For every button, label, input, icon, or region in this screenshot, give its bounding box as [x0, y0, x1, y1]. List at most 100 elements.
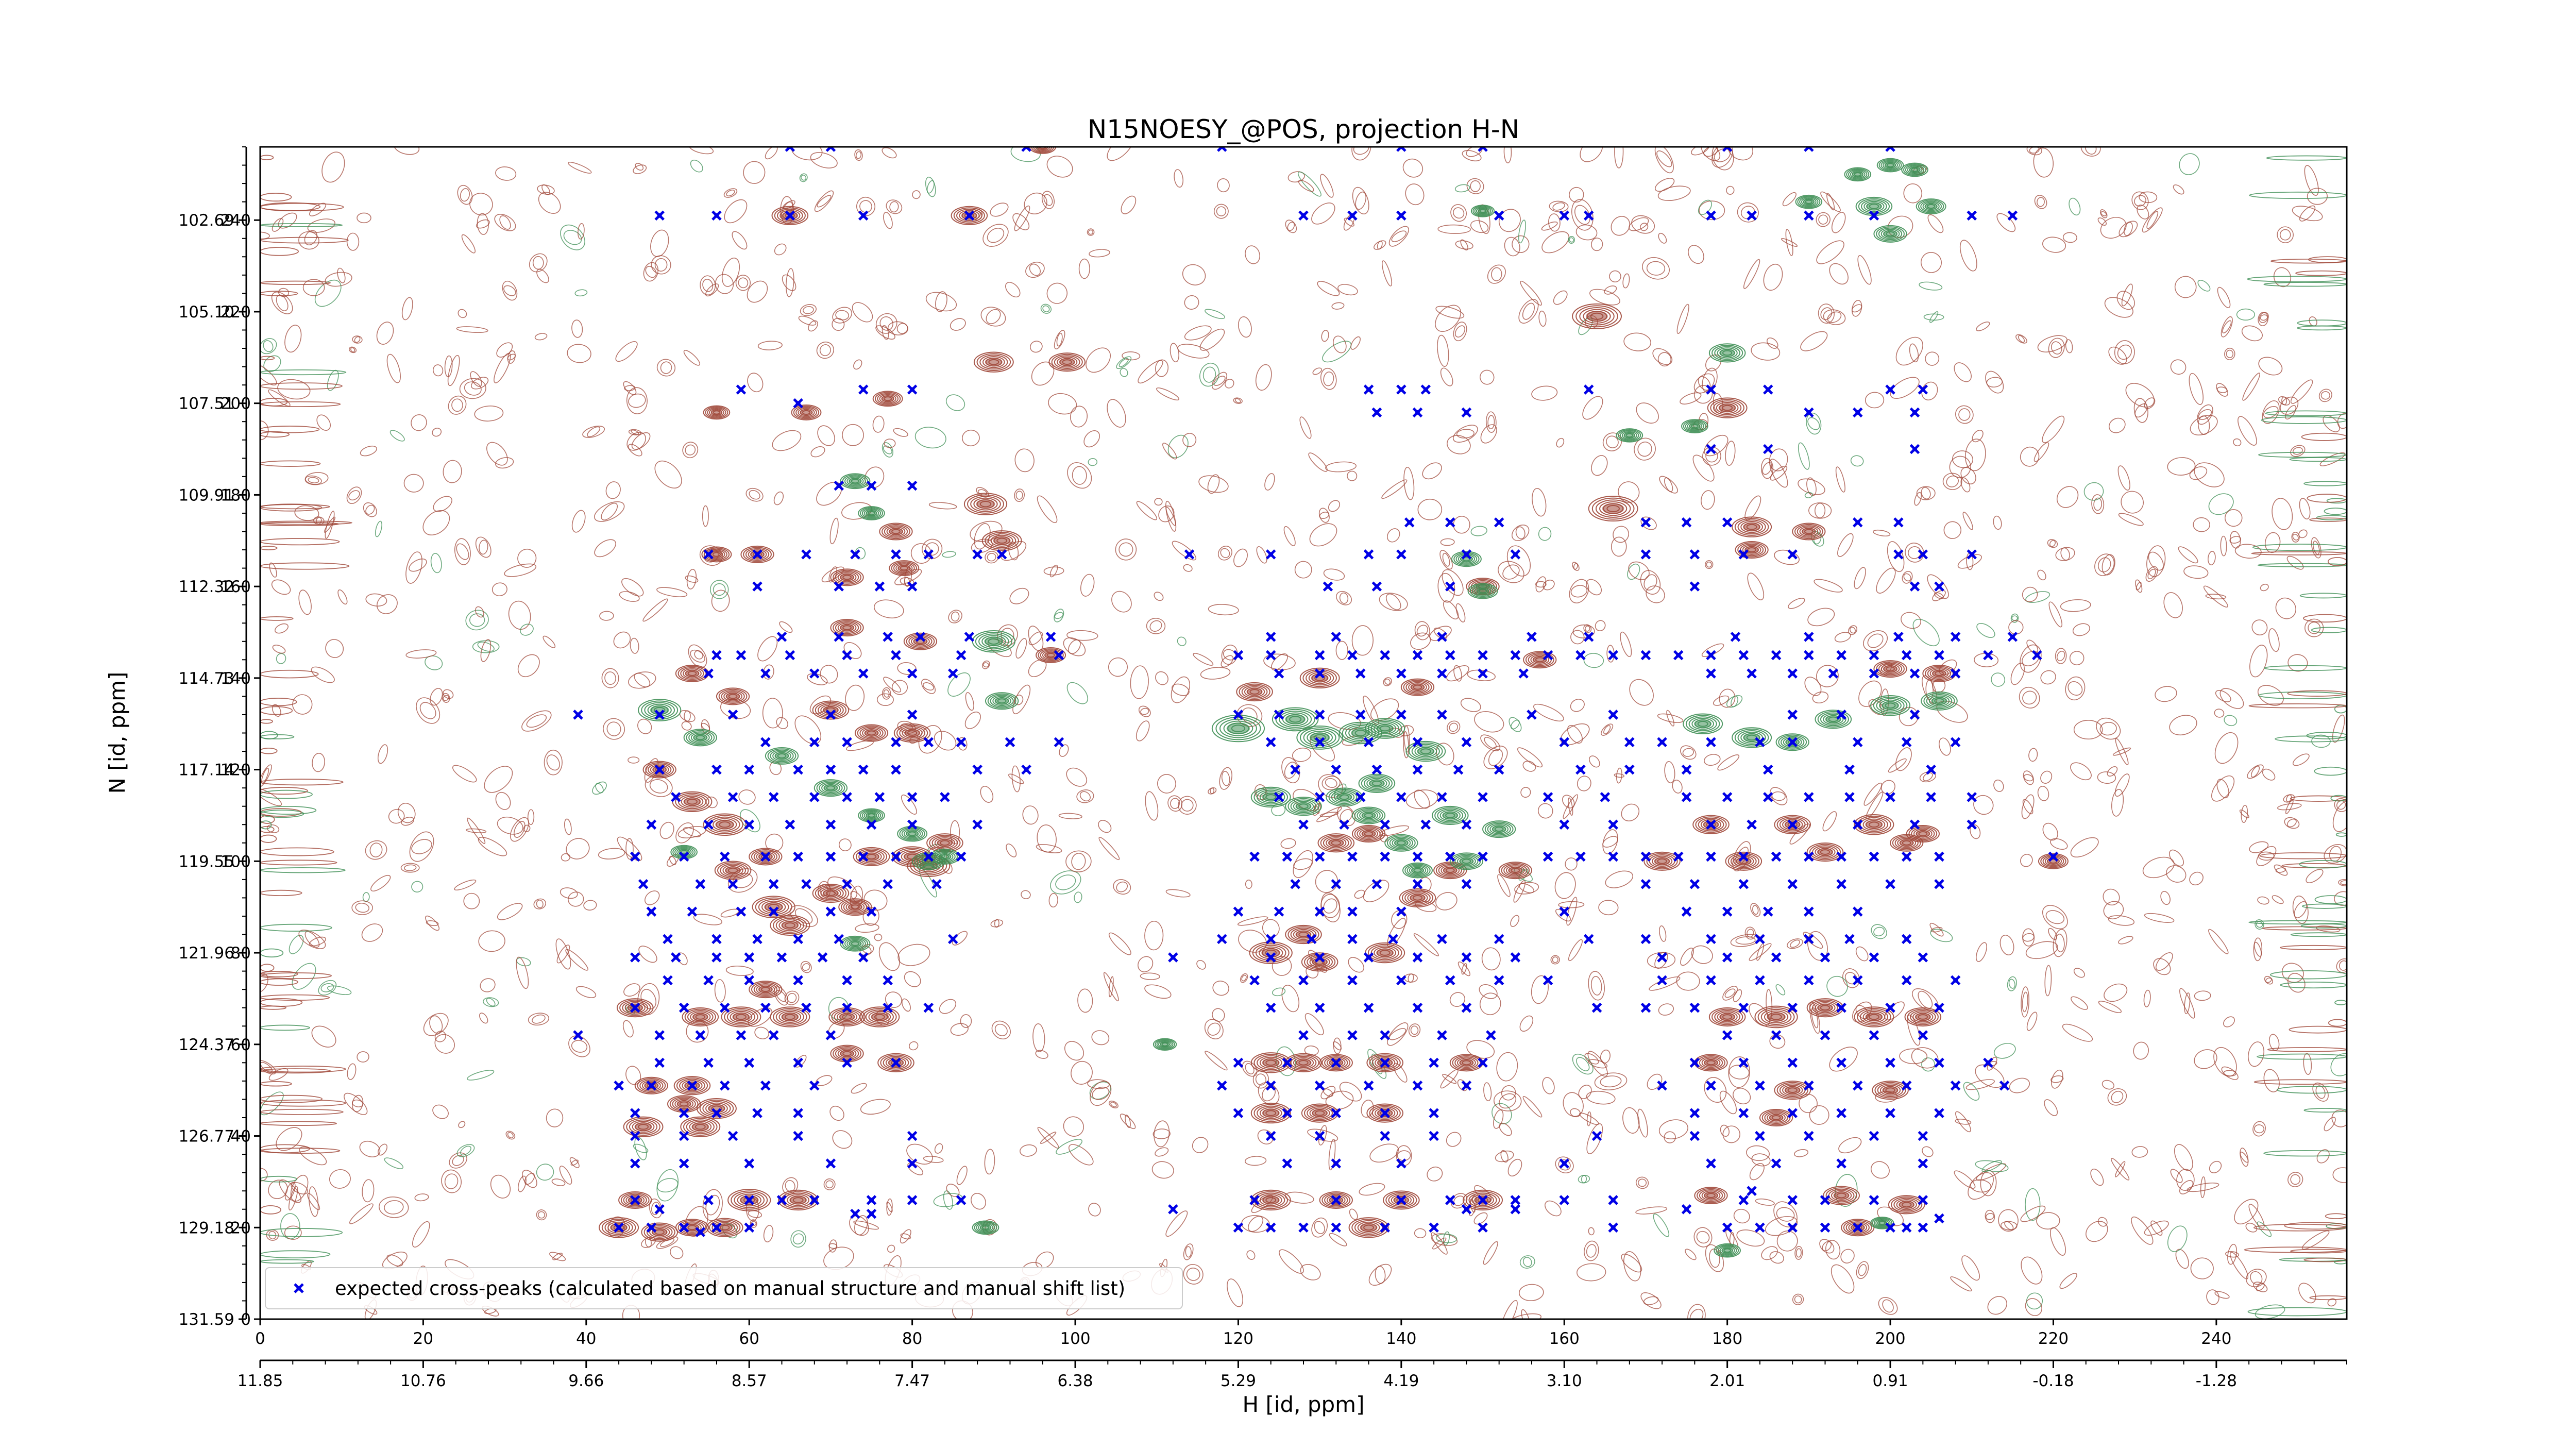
- noise-contour: [1855, 946, 1869, 962]
- noise-contour-negative: [1066, 682, 1089, 704]
- expected-peak-marker: [1233, 1222, 1244, 1233]
- noise-contour: [490, 1174, 511, 1199]
- expected-peak-marker: [1380, 1222, 1390, 1233]
- edge-ridge-contour: [260, 805, 317, 815]
- expected-peak-marker: [801, 1002, 811, 1013]
- noise-contour: [1656, 150, 1672, 167]
- expected-peak-marker: [1787, 1195, 1798, 1205]
- edge-ridge-contour: [2300, 923, 2347, 929]
- expected-peak-marker: [1918, 1131, 1928, 1141]
- noise-contour: [675, 822, 694, 844]
- noise-contour: [901, 794, 917, 815]
- expected-peak-marker: [1021, 147, 1031, 152]
- noise-contour: [1391, 230, 1407, 242]
- noise-contour: [1355, 191, 1367, 210]
- noise-contour: [1531, 975, 1549, 1004]
- noise-contour: [1066, 630, 1098, 641]
- noise-contour-negative: [2255, 1304, 2285, 1319]
- noise-contour: [294, 505, 319, 521]
- noise-contour-negative: [1976, 623, 1995, 638]
- noise-contour: [2097, 217, 2107, 226]
- noise-contour-negative: [1919, 281, 1943, 291]
- noise-contour: [1388, 226, 1409, 247]
- expected-peak-marker: [1836, 879, 1846, 889]
- noise-contour: [787, 993, 797, 1003]
- noise-contour: [534, 333, 548, 341]
- expected-peak-marker: [1429, 1108, 1439, 1118]
- expected-peak-marker: [801, 549, 811, 560]
- noise-contour: [2336, 958, 2347, 973]
- noise-contour: [803, 306, 814, 314]
- noise-contour: [2050, 341, 2062, 355]
- expected-peak-marker: [638, 879, 649, 889]
- expected-peak-marker: [1478, 851, 1488, 862]
- expected-peak-marker: [1869, 210, 1879, 221]
- noise-contour: [1227, 1278, 1244, 1307]
- expected-peak-marker: [1478, 792, 1488, 802]
- noise-contour: [2272, 498, 2293, 530]
- noise-contour: [432, 364, 444, 377]
- noise-contour: [1776, 1231, 1798, 1252]
- noise-contour: [1483, 746, 1508, 769]
- positive-peak-contour: [1366, 1103, 1404, 1123]
- noise-contour: [714, 979, 726, 1003]
- noise-contour: [2022, 690, 2037, 705]
- noise-contour: [686, 568, 697, 589]
- expected-peak-marker: [1853, 1222, 1863, 1233]
- noise-contour: [2156, 952, 2173, 971]
- noise-contour: [1961, 1255, 1980, 1281]
- expected-peak-marker: [1967, 210, 1977, 221]
- noise-contour: [1108, 657, 1128, 677]
- noise-contour: [1136, 720, 1150, 742]
- noise-contour-negative: [1921, 1057, 1935, 1072]
- expected-peak-marker: [1608, 1222, 1618, 1233]
- noise-contour: [1442, 569, 1464, 596]
- noise-contour: [2220, 535, 2227, 557]
- noise-contour: [1569, 579, 1589, 603]
- noise-contour: [2208, 551, 2216, 566]
- noise-contour: [1323, 372, 1334, 386]
- noise-contour: [2060, 599, 2091, 612]
- noise-contour: [980, 786, 994, 803]
- noise-contour-negative: [483, 997, 499, 1007]
- noise-contour: [2316, 1149, 2330, 1164]
- positive-peak-contour: [854, 724, 889, 742]
- noise-contour: [1217, 178, 1230, 193]
- positive-peak-contour: [812, 883, 850, 903]
- noise-contour: [829, 1105, 844, 1121]
- noise-contour: [2299, 205, 2316, 222]
- expected-peak-marker: [1681, 1204, 1692, 1215]
- noise-contour: [1155, 1147, 1169, 1157]
- noise-contour: [2049, 540, 2056, 547]
- noise-contour: [2037, 335, 2068, 352]
- expected-peak-marker: [1478, 650, 1488, 661]
- expected-peak-marker: [1804, 650, 1814, 661]
- noise-contour: [1220, 548, 1230, 558]
- noise-contour: [496, 342, 513, 358]
- noise-contour: [2294, 901, 2308, 918]
- noise-contour: [1688, 245, 1704, 264]
- edge-ridge-contour: [2302, 614, 2347, 623]
- expected-peak-marker: [1722, 792, 1733, 802]
- expected-peak-marker: [1681, 517, 1692, 528]
- noise-contour: [432, 1104, 449, 1119]
- noise-contour: [412, 1221, 430, 1248]
- noise-contour: [346, 232, 360, 251]
- noise-contour: [601, 502, 618, 520]
- noise-contour: [419, 702, 436, 719]
- noise-contour: [401, 297, 413, 321]
- noise-contour: [2040, 770, 2053, 784]
- noise-contour: [1577, 1263, 1606, 1282]
- noise-contour: [684, 710, 691, 722]
- expected-peak-marker: [1290, 879, 1300, 889]
- noise-contour: [1446, 665, 1469, 682]
- noise-contour-negative: [1522, 1257, 1532, 1267]
- noise-contour: [411, 839, 432, 854]
- noise-contour: [350, 347, 355, 352]
- noise-contour: [701, 719, 710, 735]
- expected-peak-marker: [1640, 549, 1651, 560]
- expected-peak-marker: [891, 764, 901, 775]
- noise-contour: [1321, 776, 1341, 790]
- noise-contour: [279, 1179, 302, 1203]
- x-ppm-tick-label: 5.29: [1221, 1372, 1256, 1390]
